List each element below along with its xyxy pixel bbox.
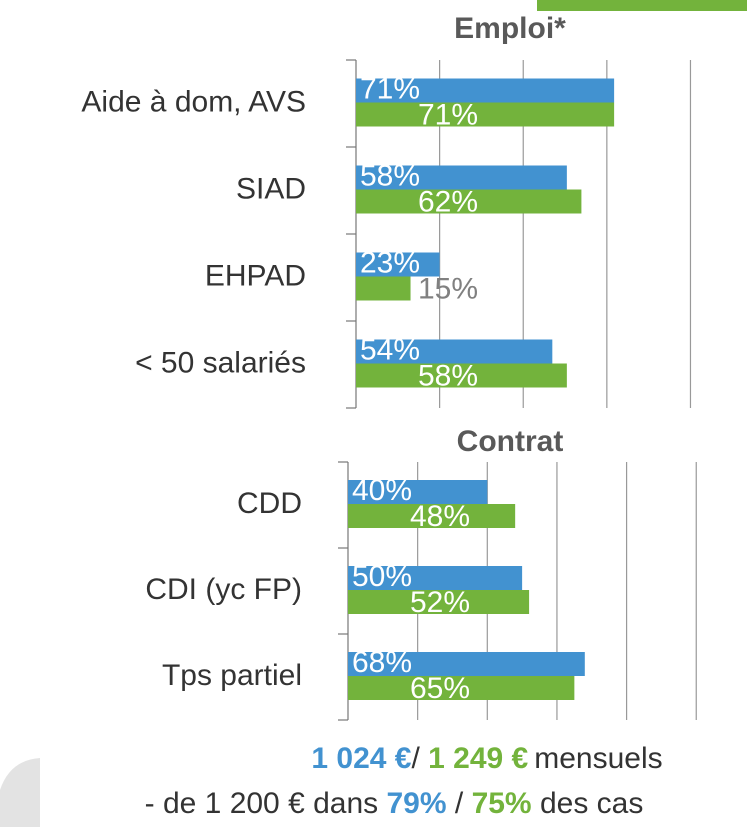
value-label: 54%: [360, 333, 420, 366]
text: des cas: [532, 787, 644, 820]
value-label: 40%: [352, 474, 412, 507]
bar: [356, 363, 567, 388]
bar: [348, 566, 523, 590]
value-label: 58%: [360, 159, 420, 192]
category-label: SIAD: [236, 172, 306, 205]
corner-shape: [0, 758, 40, 827]
amount-green: 1 249 €: [428, 742, 528, 775]
value-label: 48%: [410, 500, 470, 533]
bar: [356, 102, 615, 127]
unit: mensuels: [534, 742, 662, 775]
separator: /: [411, 742, 428, 775]
value-label: 65%: [410, 672, 470, 705]
pct-blue: 79%: [387, 787, 447, 820]
separator: /: [447, 787, 472, 820]
bar: [356, 339, 553, 364]
category-label: Tps partiel: [162, 659, 302, 692]
bar: [348, 480, 488, 504]
pct-green: 75%: [472, 787, 532, 820]
category-label: CDD: [237, 487, 302, 520]
category-label: CDI (yc FP): [145, 573, 302, 606]
value-label: 71%: [360, 72, 420, 105]
text: - de 1 200 € dans: [145, 787, 387, 820]
chart-title: Contrat: [457, 425, 564, 458]
bar: [348, 590, 530, 614]
value-label: 50%: [352, 560, 412, 593]
chart-title: Emploi*: [454, 12, 566, 45]
bar: [356, 252, 440, 277]
header-tab: [537, 0, 747, 11]
value-label: 58%: [418, 359, 478, 392]
amount-blue: 1 024 €: [311, 742, 411, 775]
value-label: 71%: [418, 98, 478, 131]
footer-line-2: - de 1 200 € dans 79% / 75% des cas: [145, 787, 644, 820]
bar: [348, 652, 585, 676]
footer-line-1: 1 024 €/ 1 249 € mensuels: [311, 742, 662, 775]
category-label: Aide à dom, AVS: [81, 85, 306, 118]
bar: [356, 276, 411, 301]
value-label: 68%: [352, 646, 412, 679]
bar: [348, 676, 575, 700]
value-label: 23%: [360, 246, 420, 279]
category-label: EHPAD: [205, 259, 306, 292]
bar: [356, 189, 582, 214]
bar: [356, 165, 567, 190]
bar: [356, 78, 615, 103]
bar: [348, 504, 516, 528]
value-label: 15%: [418, 272, 478, 305]
category-label: < 50 salariés: [135, 346, 306, 379]
value-label: 62%: [418, 185, 478, 218]
value-label: 52%: [410, 586, 470, 619]
